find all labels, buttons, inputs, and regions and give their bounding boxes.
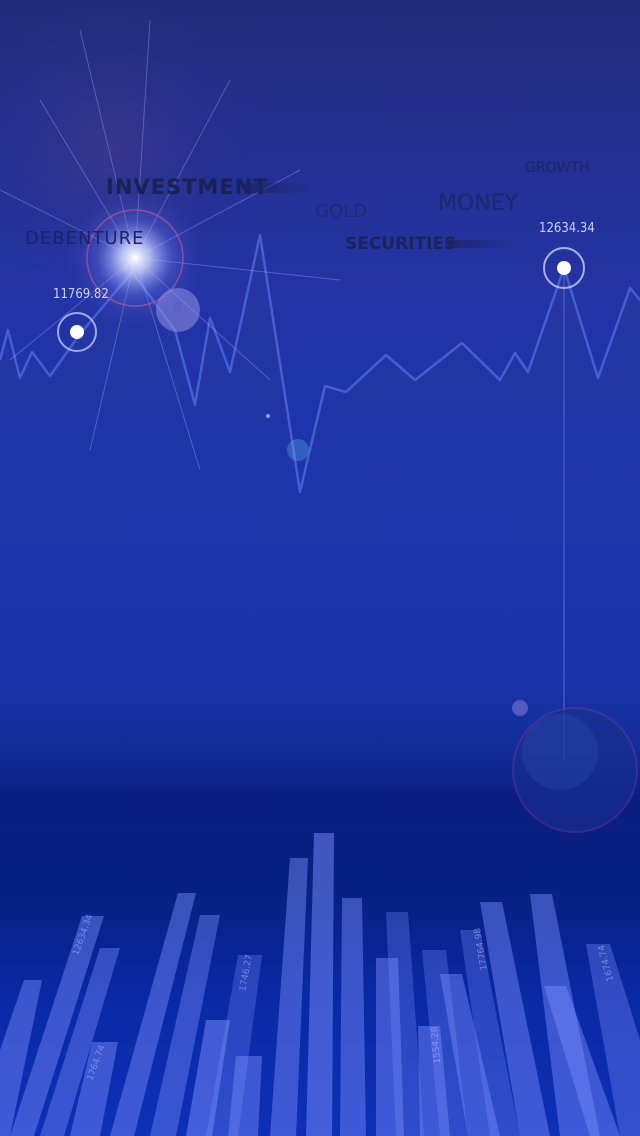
word-growth: GROWTH bbox=[525, 160, 590, 176]
word-gold: GOLD bbox=[315, 201, 368, 222]
value-label-left: 11769.82 bbox=[53, 287, 109, 302]
word-investment-trail bbox=[244, 183, 314, 193]
trend-line bbox=[0, 233, 640, 494]
flare-ring bbox=[86, 209, 184, 307]
lens-dot bbox=[512, 700, 528, 716]
word-securities: SECURITIES bbox=[345, 234, 457, 254]
word-debenture: DEBENTURE bbox=[25, 228, 145, 249]
word-investment: INVESTMENT bbox=[106, 175, 269, 199]
lens-orb-inner bbox=[522, 714, 598, 790]
trend-area bbox=[0, 235, 640, 760]
data-point-marker-left bbox=[57, 312, 97, 352]
lens-bubble-small bbox=[287, 439, 309, 461]
sparkle bbox=[266, 414, 270, 418]
perspective-bars bbox=[0, 833, 640, 1136]
word-securities-trail bbox=[446, 240, 516, 248]
data-point-marker-right bbox=[543, 247, 585, 289]
value-label-right: 12634.34 bbox=[539, 221, 595, 236]
lens-orb bbox=[512, 707, 638, 833]
lens-bubble-core bbox=[173, 302, 183, 312]
word-money: MONEY bbox=[438, 191, 519, 216]
